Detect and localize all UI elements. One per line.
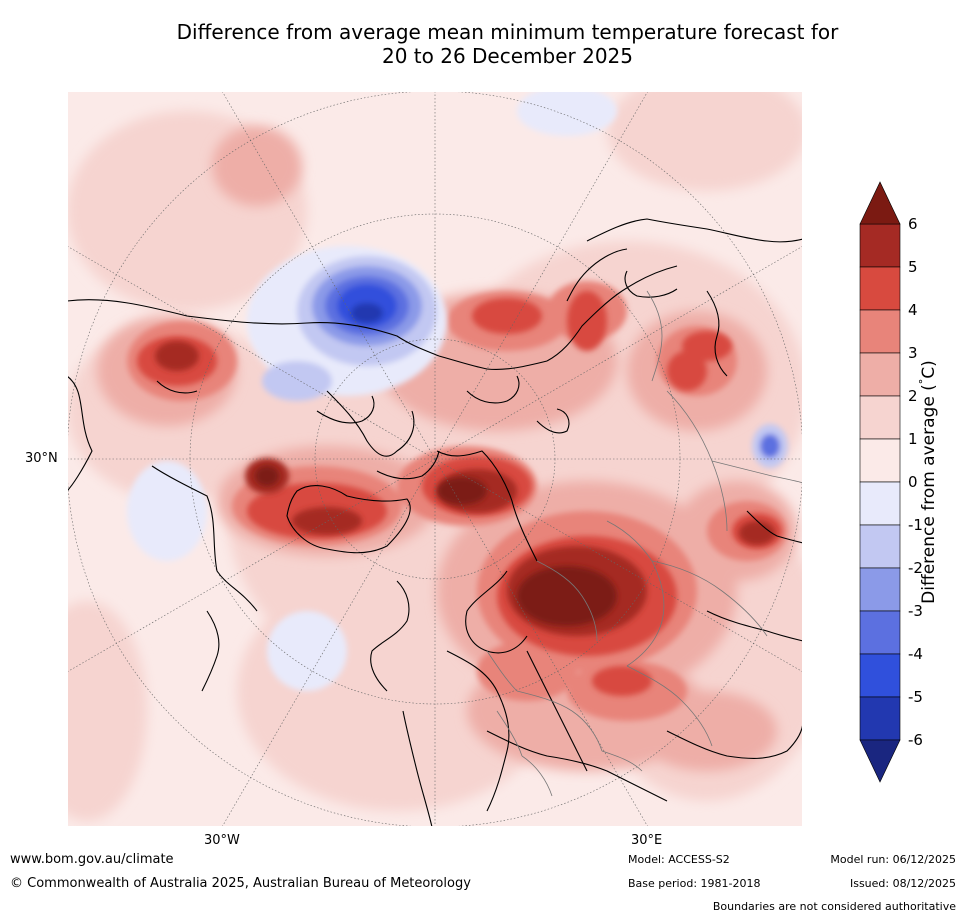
website-link[interactable]: www.bom.gov.au/climate bbox=[10, 852, 174, 867]
disclaimer-text: Boundaries are not considered authoritat… bbox=[712, 900, 956, 913]
colorbar-ticks: 6 5 4 3 2 1 0 -1 -2 -3 -4 -5 -6 bbox=[908, 215, 923, 749]
country-borders bbox=[486, 290, 803, 797]
colorbar-swatch-4to5 bbox=[859, 266, 901, 311]
colorbar-extend-top bbox=[859, 181, 901, 225]
colorbar-swatch-5to6 bbox=[859, 223, 901, 268]
colorbar-tick-label: 0 bbox=[908, 473, 918, 491]
copyright-text: © Commonwealth of Australia 2025, Austra… bbox=[10, 876, 471, 891]
colorbar-tick-label: -4 bbox=[908, 645, 923, 663]
graticule bbox=[67, 91, 803, 827]
model-run-label: Model run: 06/12/2025 bbox=[830, 853, 956, 866]
colorbar-tick-label: -3 bbox=[908, 602, 923, 620]
colorbar-swatch-2to3 bbox=[859, 352, 901, 397]
colorbar-swatch-m1to0 bbox=[859, 481, 901, 526]
colorbar: 6 5 4 3 2 1 0 -1 -2 -3 -4 -5 -6 bbox=[859, 181, 923, 783]
colorbar-tick-label: 3 bbox=[908, 344, 918, 362]
coastlines bbox=[67, 218, 803, 827]
map-title: Difference from average mean minimum tem… bbox=[0, 20, 965, 68]
colorbar-tick-label: 2 bbox=[908, 387, 918, 405]
base-period-label: Base period: 1981-2018 bbox=[628, 877, 761, 890]
colorbar-tick-label: -1 bbox=[908, 516, 923, 534]
colorbar-tick-label: 5 bbox=[908, 258, 918, 276]
colorbar-tick-label: 6 bbox=[908, 215, 918, 233]
colorbar-swatch-m3tom2 bbox=[859, 567, 901, 612]
colorbar-swatch-1to2 bbox=[859, 395, 901, 440]
colorbar-tick-label: -5 bbox=[908, 688, 923, 706]
colorbar-title: Difference from average (°C) bbox=[917, 360, 939, 604]
lat-label-30n: 30°N bbox=[25, 451, 58, 466]
anomaly-negative-regions bbox=[127, 91, 788, 691]
lon-label-30w: 30°W bbox=[204, 833, 240, 848]
colorbar-tick-label: -2 bbox=[908, 559, 923, 577]
issued-label: Issued: 08/12/2025 bbox=[849, 877, 956, 890]
colorbar-tick-label: 1 bbox=[908, 430, 918, 448]
colorbar-swatch-0to1 bbox=[859, 438, 901, 483]
colorbar-tick-label: -6 bbox=[908, 731, 923, 749]
colorbar-swatch-3to4 bbox=[859, 309, 901, 354]
model-label: Model: ACCESS-S2 bbox=[628, 853, 730, 866]
colorbar-swatch-m5tom4 bbox=[859, 653, 901, 698]
title-line-2: 20 to 26 December 2025 bbox=[381, 44, 633, 68]
lon-label-30e: 30°E bbox=[631, 833, 663, 848]
colorbar-extend-bottom bbox=[859, 739, 901, 783]
colorbar-swatch-m6tom5 bbox=[859, 696, 901, 741]
colorbar-swatch-m4tom3 bbox=[859, 610, 901, 655]
title-line-1: Difference from average mean minimum tem… bbox=[176, 20, 839, 44]
colorbar-tick-label: 4 bbox=[908, 301, 918, 319]
temperature-anomaly-map bbox=[67, 91, 803, 827]
colorbar-swatch-m2tom1 bbox=[859, 524, 901, 569]
colorbar-swatches bbox=[859, 181, 901, 783]
